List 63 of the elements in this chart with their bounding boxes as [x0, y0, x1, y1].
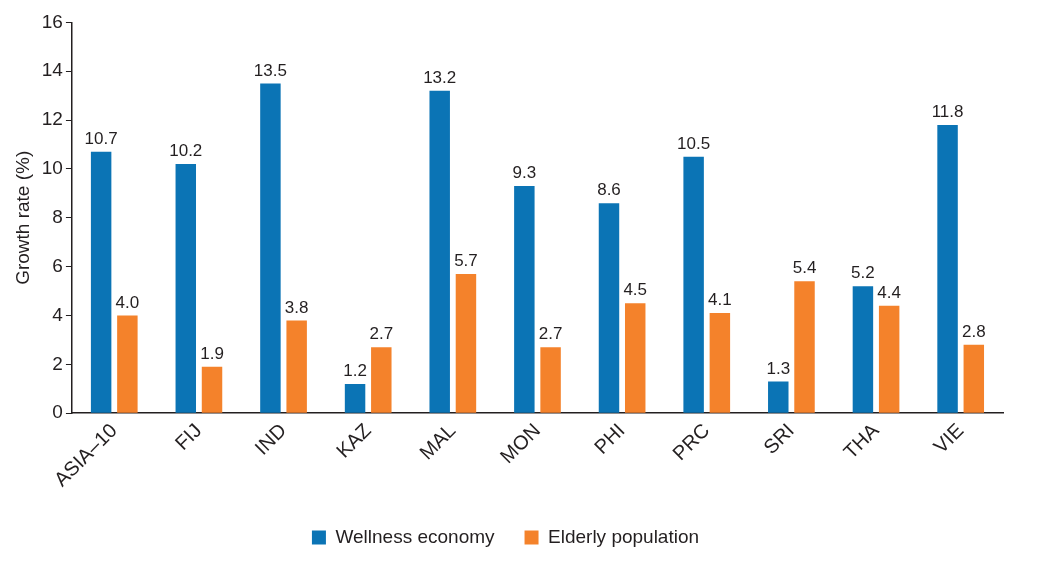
y-axis-title: Growth rate (%) — [11, 150, 33, 285]
y-tick-label: 14 — [41, 59, 64, 81]
data-label: 13.5 — [253, 60, 287, 80]
data-label: 2.7 — [369, 324, 394, 344]
data-label: 4.1 — [708, 290, 732, 310]
y-tick-label: 12 — [41, 108, 63, 130]
y-tick-label: 8 — [52, 206, 63, 228]
x-tick-label: THA — [838, 418, 884, 463]
legend-label: Wellness economy — [335, 525, 496, 547]
data-label: 5.4 — [792, 258, 817, 278]
y-tick-label: 10 — [41, 157, 63, 179]
bar — [852, 286, 874, 413]
data-label: 2.8 — [961, 322, 986, 341]
bar — [371, 347, 392, 413]
data-label: 2.7 — [538, 324, 563, 344]
data-label: 3.8 — [284, 297, 309, 317]
bar — [625, 303, 646, 413]
bar — [540, 347, 561, 413]
legend-label: Elderly population — [548, 525, 700, 547]
data-label: 10.5 — [677, 133, 711, 153]
data-label: 5.2 — [851, 263, 875, 283]
x-tick-label: FIJ — [170, 418, 206, 455]
x-tick-label: IND — [250, 418, 291, 459]
data-label: 5.7 — [454, 251, 478, 271]
bar — [90, 151, 112, 413]
data-label: 4.5 — [623, 280, 648, 300]
data-label: 1.9 — [200, 343, 224, 363]
bar — [344, 383, 366, 413]
x-tick-label: SRI — [758, 418, 799, 458]
bar — [937, 124, 958, 413]
bar — [175, 164, 197, 413]
bar — [286, 320, 307, 413]
y-tick-label: 4 — [52, 303, 64, 325]
data-label: 10.7 — [84, 129, 118, 149]
bar — [963, 344, 985, 413]
bar — [683, 156, 704, 413]
bar — [117, 315, 138, 413]
x-tick-label: PHI — [589, 418, 629, 458]
bar — [260, 83, 281, 413]
x-tick-label: VIE — [929, 418, 968, 458]
y-tick-label: 2 — [52, 352, 63, 374]
data-label: 1.3 — [766, 358, 791, 378]
x-tick-label: MAL — [414, 418, 460, 464]
data-label: 8.6 — [597, 180, 621, 200]
y-tick-label: 0 — [52, 401, 63, 423]
data-label: 13.2 — [423, 67, 457, 87]
y-tick-label: 16 — [41, 10, 63, 32]
bar — [514, 186, 535, 413]
y-tick-label: 6 — [52, 254, 63, 276]
data-label: 10.2 — [169, 141, 203, 161]
data-label: 4.0 — [115, 292, 140, 312]
bar — [709, 313, 731, 413]
bar — [768, 381, 789, 413]
bar — [598, 203, 620, 413]
bar — [455, 273, 477, 413]
bar — [794, 281, 815, 413]
data-label: 9.3 — [512, 163, 537, 183]
bar — [429, 90, 450, 413]
data-label: 11.8 — [931, 102, 964, 122]
data-label: 1.2 — [343, 361, 367, 381]
bar — [878, 305, 900, 413]
data-label: 4.4 — [877, 282, 901, 302]
bar — [201, 366, 223, 413]
